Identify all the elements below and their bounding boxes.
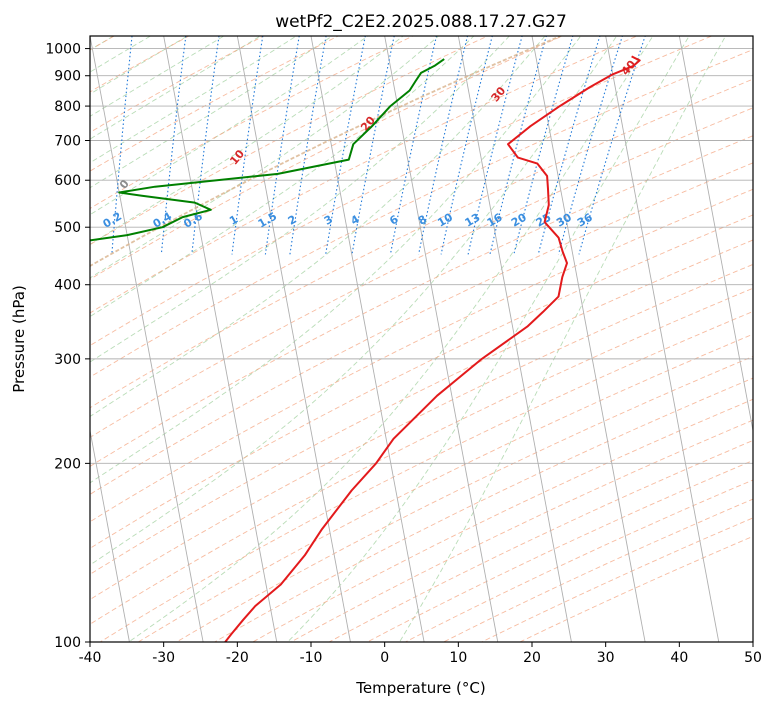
dry-adiabat-line — [90, 162, 753, 495]
moist-adiabat-line — [90, 36, 618, 566]
mixing-ratio-line — [489, 36, 547, 255]
temperature-line — [224, 55, 641, 642]
mixing-ratio-line — [537, 36, 601, 255]
mixing-ratio-line — [578, 36, 646, 255]
isotherm-line — [236, 36, 351, 642]
dry-adiabat-line — [90, 239, 753, 575]
x-axis-ticks: -40 -30 -20 -10 0 10 20 30 40 50 — [79, 642, 762, 666]
dry-adiabat-line — [90, 36, 639, 314]
mixing-ratio-line — [389, 36, 437, 255]
y-tick-label: 300 — [54, 352, 81, 368]
dry-adiabat-line — [90, 107, 753, 438]
mixing-ratio-line — [557, 36, 623, 255]
x-tick-label: -20 — [226, 650, 249, 666]
plot-frame — [89, 35, 754, 643]
x-tick-label: 10 — [449, 650, 467, 666]
isotherm-line — [90, 36, 204, 642]
x-tick-label: 40 — [670, 650, 688, 666]
dewpoint-line — [90, 58, 445, 242]
sounding-series — [90, 55, 641, 642]
isotherm-line — [163, 36, 278, 642]
moist-adiabat-line — [90, 36, 262, 140]
dry-adiabat-line — [90, 36, 564, 280]
mixing-ratio-line — [467, 36, 523, 255]
moist-adiabat-line — [90, 36, 225, 117]
x-tick-label: 0 — [380, 650, 389, 666]
dry-adiabat-line — [90, 188, 753, 523]
mixing-ratio-line — [351, 36, 395, 255]
y-tick-label: 1000 — [45, 42, 81, 58]
isotherm-line — [310, 36, 425, 642]
dry-adiabat-line — [99, 310, 753, 642]
y-tick-label: 800 — [54, 99, 81, 115]
dry-adiabats — [90, 36, 753, 642]
moist-adiabat-line — [90, 36, 189, 95]
isotherm-line — [531, 36, 646, 642]
y-tick-label: 200 — [54, 456, 81, 472]
mixing-ratio-line — [440, 36, 493, 255]
dry-adiabat-line — [90, 36, 414, 210]
isotherm-line — [384, 36, 499, 642]
mixing-ratio-line — [231, 36, 264, 255]
dry-adiabat-line — [90, 49, 753, 378]
y-tick-label: 600 — [54, 173, 81, 189]
dry-adiabat-line — [213, 377, 753, 642]
x-tick-label: 20 — [523, 650, 541, 666]
chart-title: wetPf2_C2E2.2025.088.17.27.G27 — [275, 12, 567, 32]
moist-adiabat-line — [287, 36, 690, 642]
dry-adiabat-line — [137, 333, 753, 642]
mixing-ratio-line — [191, 36, 220, 255]
dry-adiabat-line — [90, 287, 753, 625]
dry-adiabat-line — [175, 355, 753, 642]
y-axis-label: Pressure (hPa) — [10, 285, 28, 393]
y-tick-label: 500 — [54, 220, 81, 236]
isotherm-line — [678, 36, 753, 434]
dry-adiabat-line — [90, 135, 753, 467]
isotherm-line — [90, 428, 130, 642]
dry-adiabat-line — [90, 36, 489, 246]
x-tick-label: -30 — [152, 650, 175, 666]
dry-adiabat-line — [90, 214, 753, 549]
y-tick-label: 100 — [54, 635, 81, 651]
moist-adiabat-line — [90, 36, 152, 73]
lcl-curve — [90, 36, 563, 268]
isotherm-line — [605, 36, 720, 642]
y-tick-label: 400 — [54, 278, 81, 294]
lcl-line — [90, 36, 563, 268]
mixing-ratio-line — [418, 36, 469, 255]
y-tick-label: 900 — [54, 69, 81, 85]
x-tick-label: -40 — [79, 650, 102, 666]
mixing-ratio-line — [264, 36, 300, 255]
x-tick-label: -10 — [300, 650, 323, 666]
y-axis-ticks: 100 200 300 400 500 600 700 800 900 1000 — [45, 42, 90, 651]
isobar-grid — [90, 48, 753, 642]
mixing-ratio-line — [289, 36, 327, 255]
y-tick-label: 700 — [54, 133, 81, 149]
isotherm-grid — [90, 36, 753, 642]
dry-adiabat-line — [90, 36, 265, 133]
x-tick-label: 50 — [744, 650, 762, 666]
x-axis-label: Temperature (°C) — [355, 679, 485, 697]
mixing-ratio-line — [513, 36, 574, 255]
x-tick-label: 30 — [597, 650, 615, 666]
dry-adiabat-line — [90, 263, 753, 601]
isotherm-line — [457, 36, 572, 642]
